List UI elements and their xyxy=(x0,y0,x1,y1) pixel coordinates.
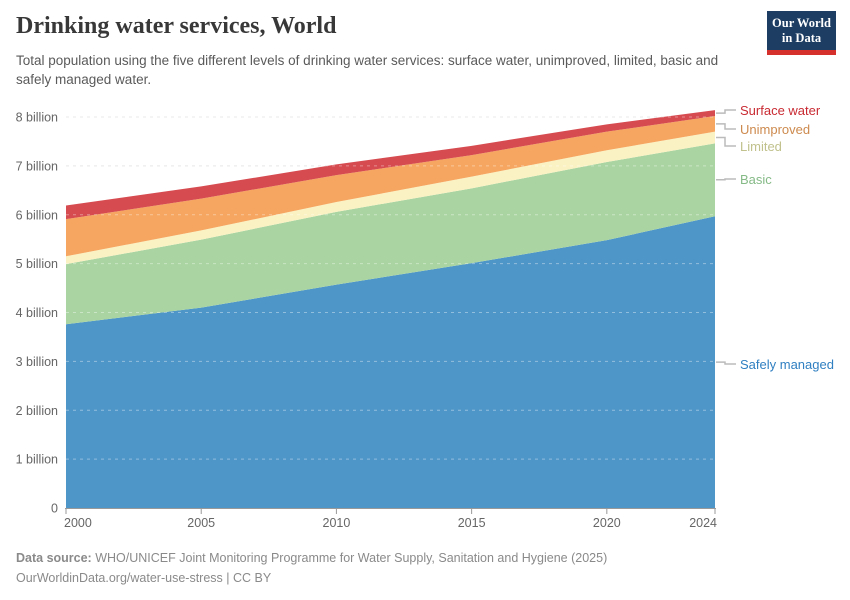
y-tick-label: 6 billion xyxy=(16,208,58,222)
owid-logo-line1: Our World xyxy=(772,16,831,30)
x-tick-label: 2015 xyxy=(458,516,486,530)
page-title: Drinking water services, World xyxy=(16,13,337,39)
y-tick-label: 2 billion xyxy=(16,404,58,418)
data-source-text: WHO/UNICEF Joint Monitoring Programme fo… xyxy=(95,551,608,565)
legend-connector-safely-managed xyxy=(716,361,736,365)
legend-surface-water[interactable]: Surface water xyxy=(740,103,821,118)
data-source-label: Data source: xyxy=(16,551,92,565)
chart-subtitle: Total population using the five differen… xyxy=(16,53,719,87)
owid-logo[interactable]: Our World in Data xyxy=(767,11,836,55)
y-tick-label: 4 billion xyxy=(16,306,58,320)
legend-safely-managed[interactable]: Safely managed xyxy=(740,357,834,372)
area-limited[interactable] xyxy=(66,131,715,265)
x-tick-label: 2005 xyxy=(187,516,215,530)
x-tick-label: 2020 xyxy=(593,516,621,530)
legend-basic[interactable]: Basic xyxy=(740,172,772,187)
legend-connector-unimproved xyxy=(716,123,736,130)
x-tick-label: 2000 xyxy=(64,516,92,530)
y-tick-label: 7 billion xyxy=(16,159,58,173)
area-safely-managed[interactable] xyxy=(66,216,715,508)
chart-footer: Data source: WHO/UNICEF Joint Monitoring… xyxy=(16,548,607,588)
y-tick-label: 3 billion xyxy=(16,355,58,369)
area-basic[interactable] xyxy=(66,143,715,325)
area-unimproved[interactable] xyxy=(66,116,715,257)
legend-connector-limited xyxy=(716,136,736,147)
y-tick-label: 8 billion xyxy=(16,111,58,125)
legend-connector-basic xyxy=(716,178,736,181)
y-tick-label: 0 xyxy=(51,502,58,516)
license-line: OurWorldinData.org/water-use-stress | CC… xyxy=(16,571,272,585)
y-tick-label: 5 billion xyxy=(16,257,58,271)
x-tick-label: 2024 xyxy=(689,516,717,530)
legend-connector-surface-water xyxy=(716,109,736,114)
data-source-line: Data source: WHO/UNICEF Joint Monitoring… xyxy=(16,548,607,568)
legend-unimproved[interactable]: Unimproved xyxy=(740,122,811,137)
y-tick-label: 1 billion xyxy=(16,453,58,467)
area-surface-water[interactable] xyxy=(66,110,715,220)
legend-limited[interactable]: Limited xyxy=(740,139,782,154)
x-tick-label: 2010 xyxy=(323,516,351,530)
owid-logo-line2: in Data xyxy=(781,31,822,45)
